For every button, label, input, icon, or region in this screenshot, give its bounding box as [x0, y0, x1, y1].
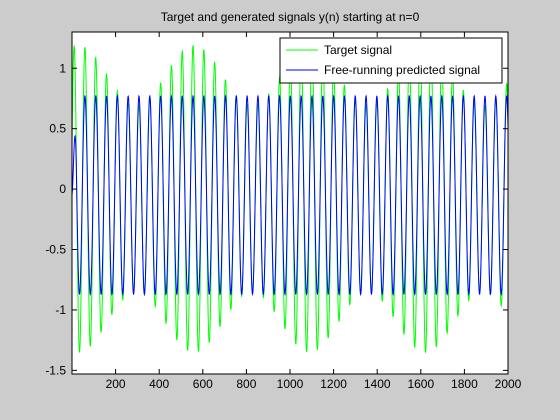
x-tick-label: 1800	[451, 377, 478, 391]
legend-box	[279, 37, 503, 84]
y-tick-label: 1	[59, 61, 66, 75]
x-tick-label: 1600	[407, 377, 434, 391]
legend-label-predicted: Free-running predicted signal	[324, 63, 480, 77]
legend-label-target: Target signal	[324, 43, 392, 57]
y-tick-label: -1	[55, 303, 66, 317]
series-line-predicted	[72, 94, 508, 297]
y-axis: -1.5 -1 -0.5 0 0.5 1	[45, 61, 508, 377]
y-tick-label: -1.5	[45, 363, 66, 377]
x-tick-label: 1200	[320, 377, 347, 391]
legend: Target signal Free-running predicted sig…	[279, 37, 503, 84]
x-tick-label: 400	[149, 377, 169, 391]
y-tick-label: 0	[59, 182, 66, 196]
x-tick-label: 200	[106, 377, 126, 391]
x-tick-label: 2000	[495, 377, 522, 391]
y-tick-label: 0.5	[49, 122, 66, 136]
x-tick-label: 1400	[364, 377, 391, 391]
chart-title: Target and generated signals y(n) starti…	[161, 10, 420, 24]
x-axis: 200 400 600 800 1000 1200 1400 1600 1800 2000	[106, 32, 522, 391]
x-tick-label: 1000	[277, 377, 304, 391]
y-tick-label: -0.5	[45, 243, 66, 257]
x-tick-label: 600	[193, 377, 213, 391]
x-tick-label: 800	[236, 377, 256, 391]
